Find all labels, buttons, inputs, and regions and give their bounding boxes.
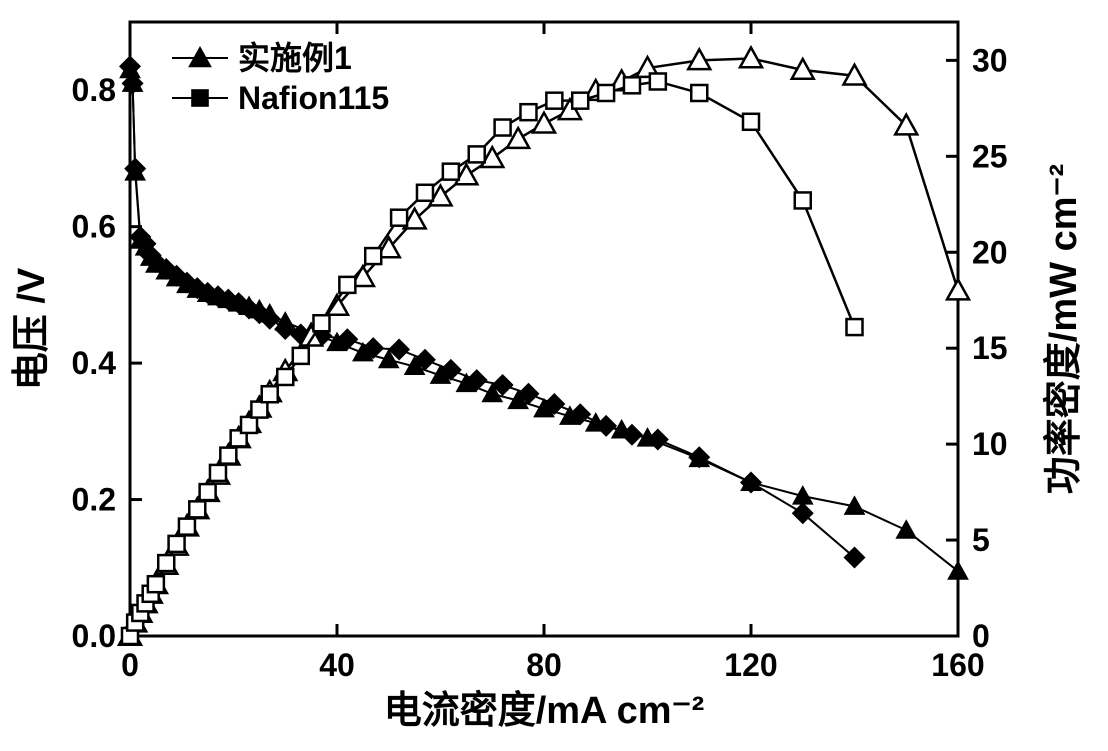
svg-text:0.6: 0.6 [72, 209, 116, 245]
svg-text:实施例1: 实施例1 [238, 40, 352, 76]
svg-text:0.2: 0.2 [72, 482, 116, 518]
svg-text:40: 40 [319, 647, 355, 683]
svg-text:0.0: 0.0 [72, 618, 116, 654]
svg-text:80: 80 [526, 647, 562, 683]
svg-text:0: 0 [121, 647, 139, 683]
svg-text:120: 120 [724, 647, 777, 683]
svg-text:30: 30 [972, 42, 1008, 78]
svg-text:0.4: 0.4 [72, 345, 117, 381]
chart-svg: 040801201600.00.20.40.60.8051015202530电流… [0, 0, 1108, 751]
svg-text:25: 25 [972, 138, 1008, 174]
svg-text:15: 15 [972, 330, 1008, 366]
svg-text:Nafion115: Nafion115 [238, 80, 389, 116]
svg-text:20: 20 [972, 234, 1008, 270]
svg-text:10: 10 [972, 426, 1008, 462]
svg-text:电压 /V: 电压 /V [11, 267, 53, 390]
svg-text:功率密度/mW cm⁻²: 功率密度/mW cm⁻² [1043, 164, 1085, 494]
svg-text:0: 0 [972, 618, 990, 654]
svg-text:0.8: 0.8 [72, 72, 116, 108]
dual-axis-polarization-chart: 040801201600.00.20.40.60.8051015202530电流… [0, 0, 1108, 751]
svg-text:电流密度/mA cm⁻²: 电流密度/mA cm⁻² [384, 690, 705, 732]
svg-text:5: 5 [972, 522, 990, 558]
